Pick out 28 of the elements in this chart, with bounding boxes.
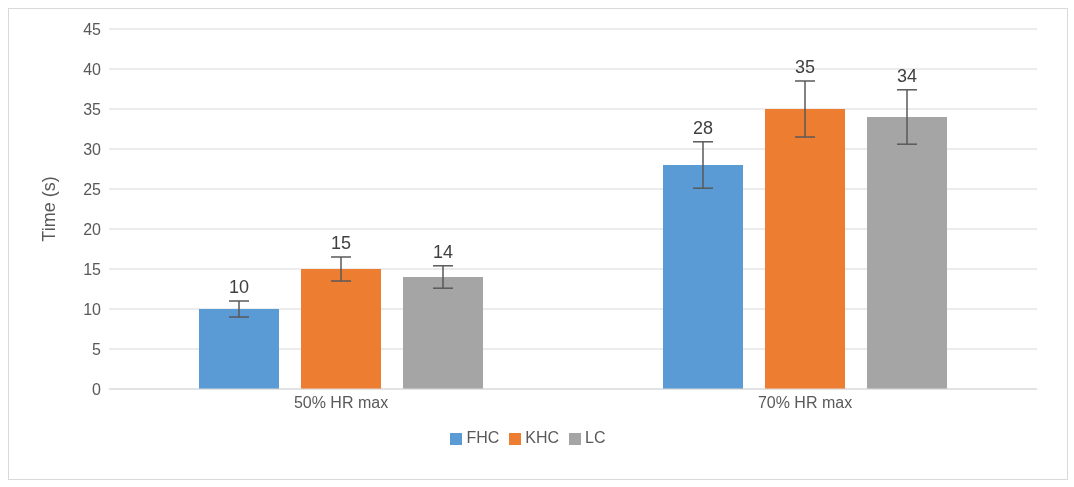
bar bbox=[765, 109, 845, 389]
y-axis-title: Time (s) bbox=[39, 176, 60, 242]
bar bbox=[867, 117, 947, 389]
y-tick-label: 45 bbox=[83, 20, 102, 38]
y-tick-label: 30 bbox=[83, 140, 102, 158]
data-label: 28 bbox=[692, 117, 714, 138]
data-label: 10 bbox=[228, 277, 250, 297]
data-label: 35 bbox=[794, 57, 816, 77]
data-label: 34 bbox=[896, 65, 918, 86]
legend-label: FHC bbox=[466, 429, 500, 446]
y-tick-label: 40 bbox=[83, 60, 102, 78]
y-tick-label: 25 bbox=[83, 180, 102, 198]
legend-label: LC bbox=[585, 429, 606, 446]
data-label: 15 bbox=[330, 233, 352, 253]
y-tick-label: 15 bbox=[83, 260, 102, 278]
bar bbox=[663, 165, 743, 389]
y-tick-label: 35 bbox=[83, 100, 102, 118]
data-label: 14 bbox=[432, 241, 454, 262]
bar bbox=[301, 269, 381, 389]
y-tick-label: 20 bbox=[83, 220, 102, 238]
y-tick-label: 0 bbox=[92, 380, 102, 398]
x-tick-label: 50% HR max bbox=[293, 394, 389, 412]
bar bbox=[199, 309, 279, 389]
y-tick-label: 10 bbox=[83, 300, 102, 318]
legend-label: KHC bbox=[525, 429, 560, 446]
y-tick-label: 5 bbox=[92, 340, 102, 358]
bar bbox=[403, 277, 483, 389]
x-tick-label: 70% HR max bbox=[757, 394, 853, 412]
